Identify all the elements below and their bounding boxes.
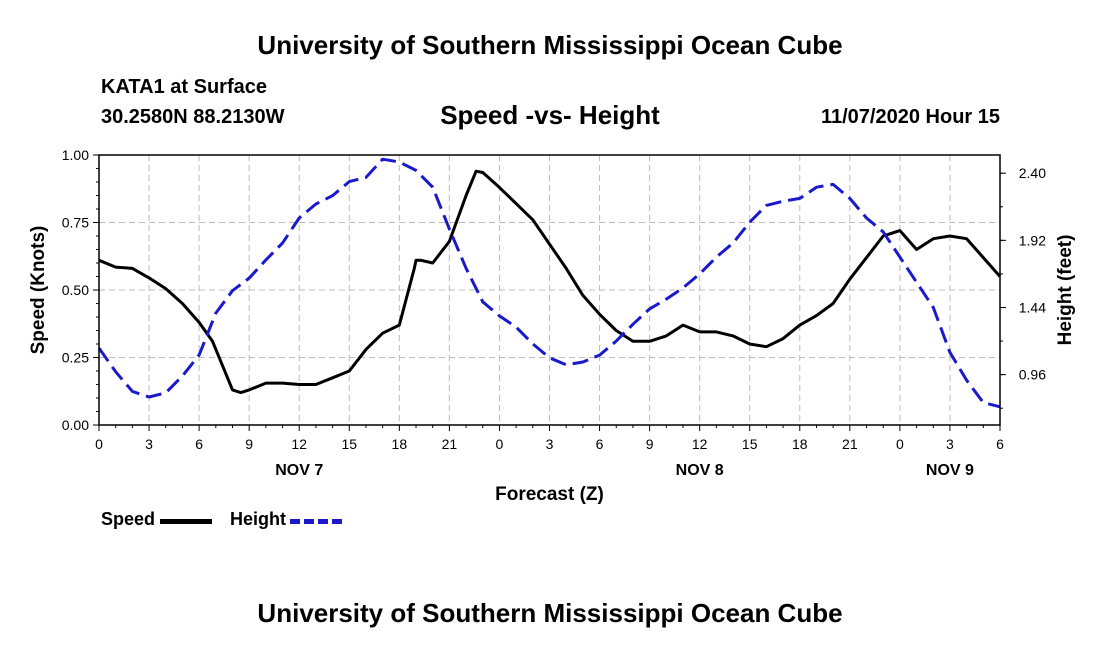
x-tick-label: 18 (792, 436, 808, 452)
station-coordinates: 30.2580N 88.2130W (101, 106, 285, 128)
speed-series-line (98, 169, 1002, 395)
day-label: NOV 8 (676, 462, 724, 479)
x-tick-label: 9 (646, 436, 654, 452)
y2-tick-label: 2.40 (1019, 165, 1046, 181)
day-label: NOV 7 (275, 462, 323, 479)
x-tick-label: 3 (946, 436, 954, 452)
x-tick-label: 21 (442, 436, 458, 452)
y2-tick-label: 0.96 (1019, 367, 1046, 383)
station-name: KATA1 at Surface (101, 76, 267, 98)
axis-labels: 0 3 6 9 12 15 18 21 0 3 6 9 12 15 18 21 0 3 6 0.00 0.25 0.50 0… (28, 147, 1076, 505)
x-tick-label: 15 (341, 436, 357, 452)
x-tick-label: 3 (546, 436, 554, 452)
x-tick-label: 21 (842, 436, 858, 452)
x-tick-label: 18 (392, 436, 408, 452)
y-tick-label: 0.00 (62, 417, 89, 433)
x-tick-label: 12 (692, 436, 708, 452)
y-tick-label: 0.25 (62, 350, 89, 366)
axis-ticks (93, 154, 1006, 431)
x-tick-label: 9 (245, 436, 253, 452)
footer-title: University of Southern Mississippi Ocean… (257, 598, 843, 628)
grid-lines (99, 155, 1000, 425)
x-tick-label: 0 (896, 436, 904, 452)
chart-title: Speed -vs- Height (440, 100, 660, 130)
x-tick-label: 15 (742, 436, 758, 452)
header-title: University of Southern Mississippi Ocean… (257, 30, 843, 60)
y-tick-label: 0.50 (62, 282, 89, 298)
x-tick-label: 6 (195, 436, 203, 452)
legend-speed-label: Speed (101, 509, 156, 529)
forecast-timestamp: 11/07/2020 Hour 15 (820, 106, 1000, 128)
x-tick-label: 12 (291, 436, 307, 452)
y2-tick-label: 1.44 (1019, 299, 1046, 315)
y-tick-label: 1.00 (62, 147, 89, 163)
height-series-line (97, 157, 1001, 409)
y-tick-label: 0.75 (62, 215, 89, 231)
x-tick-label: 0 (95, 436, 103, 452)
y2-axis-title: Height (feet) (1055, 235, 1076, 346)
x-tick-label: 6 (596, 436, 604, 452)
x-tick-label: 3 (145, 436, 153, 452)
day-label: NOV 9 (926, 462, 974, 479)
series-lines (97, 157, 1002, 409)
legend-height-label: Height (230, 509, 286, 529)
x-tick-label: 6 (996, 436, 1004, 452)
legend-height-swatch (290, 519, 342, 524)
x-tick-label: 0 (496, 436, 504, 452)
x-axis-title: Forecast (Z) (495, 484, 604, 505)
y2-tick-label: 1.92 (1019, 232, 1046, 248)
y-axis-title: Speed (Knots) (28, 226, 49, 355)
legend-speed-swatch (160, 519, 212, 524)
